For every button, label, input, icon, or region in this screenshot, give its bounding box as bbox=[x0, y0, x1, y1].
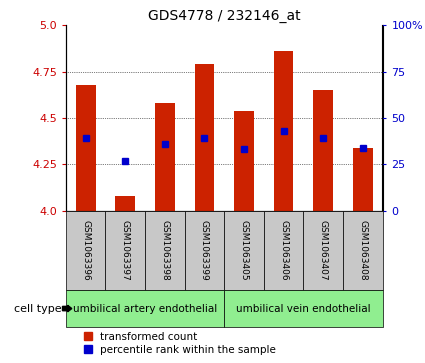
Title: GDS4778 / 232146_at: GDS4778 / 232146_at bbox=[148, 9, 300, 23]
Bar bbox=[66, 290, 224, 327]
Text: umbilical vein endothelial: umbilical vein endothelial bbox=[236, 303, 371, 314]
Bar bbox=[145, 211, 184, 290]
Bar bbox=[353, 148, 373, 211]
Bar bbox=[76, 85, 96, 211]
Bar bbox=[155, 103, 175, 211]
Bar bbox=[274, 51, 293, 211]
Text: GSM1063398: GSM1063398 bbox=[160, 220, 169, 281]
Text: GSM1063408: GSM1063408 bbox=[358, 220, 367, 281]
Text: GSM1063399: GSM1063399 bbox=[200, 220, 209, 281]
Bar bbox=[343, 211, 382, 290]
Text: GSM1063396: GSM1063396 bbox=[81, 220, 90, 281]
Text: GSM1063407: GSM1063407 bbox=[319, 220, 328, 281]
Bar bbox=[195, 64, 214, 211]
Text: umbilical artery endothelial: umbilical artery endothelial bbox=[73, 303, 217, 314]
Bar bbox=[264, 211, 303, 290]
Bar bbox=[303, 211, 343, 290]
Bar bbox=[224, 211, 264, 290]
Bar bbox=[313, 90, 333, 211]
Bar bbox=[184, 211, 224, 290]
Text: cell type: cell type bbox=[14, 303, 62, 314]
Bar bbox=[115, 196, 135, 211]
Text: GSM1063397: GSM1063397 bbox=[121, 220, 130, 281]
Bar bbox=[105, 211, 145, 290]
Bar bbox=[234, 111, 254, 211]
Legend: transformed count, percentile rank within the sample: transformed count, percentile rank withi… bbox=[84, 332, 276, 355]
Text: GSM1063405: GSM1063405 bbox=[239, 220, 249, 281]
Bar bbox=[224, 290, 382, 327]
Text: GSM1063406: GSM1063406 bbox=[279, 220, 288, 281]
Bar bbox=[66, 211, 105, 290]
